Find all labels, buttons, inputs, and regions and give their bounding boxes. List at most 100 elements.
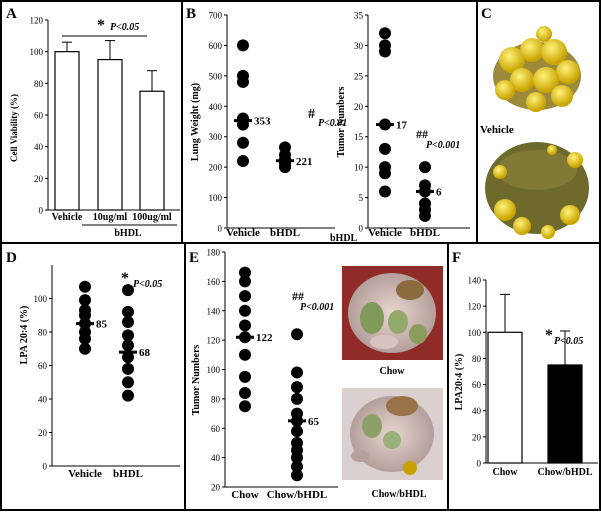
panel-e-photo-chow	[342, 266, 443, 360]
D-mean-label: 68	[139, 347, 151, 359]
E-mean-label: 122	[256, 332, 273, 344]
A-xtick-label: 100ug/ml	[132, 212, 172, 223]
panel-b-lung-p: P<0.01	[318, 118, 347, 129]
panel-f-sig-p: P<0.05	[554, 336, 583, 347]
D-mean-label: 85	[96, 319, 108, 331]
D-ytick-label: 80	[38, 328, 48, 338]
B2-ytick-label: 15	[354, 132, 364, 142]
B1-xtick-label: Vehicle	[226, 227, 260, 239]
D-point	[122, 351, 134, 364]
B1-point	[237, 136, 249, 149]
panel-e-photo-chow-label: Chow	[379, 366, 405, 377]
F-ytick-label: 20	[472, 432, 482, 442]
E-xtick-label: Chow/bHDL	[267, 489, 328, 501]
E-point	[291, 381, 303, 394]
E-point	[291, 328, 303, 341]
B1-ytick-label: 600	[209, 41, 223, 51]
D-point	[122, 315, 134, 328]
E-ytick-label: 160	[207, 277, 221, 287]
D-point	[122, 329, 134, 342]
D-point	[122, 284, 134, 297]
E-ytick-label: 20	[211, 483, 221, 493]
D-xtick-label: Vehicle	[68, 468, 102, 480]
A-bar	[54, 51, 80, 211]
B2-point	[419, 209, 431, 222]
E-point	[239, 348, 251, 361]
D-point	[79, 280, 91, 293]
F-ytick-label: 80	[472, 354, 482, 364]
panel-b-lung-chart: 0 100 200 300 400 500 600 700 Vehicle bHDL 353 221	[209, 11, 335, 239]
B2-ytick-label: 30	[354, 41, 364, 51]
F-bar	[487, 331, 523, 464]
B1-ytick-label: 400	[209, 102, 223, 112]
D-ytick-label: 0	[43, 462, 48, 472]
panel-b-tumor-chart: 0 5 10 15 20 25 30 35 Vehicle bHDL 17 6	[354, 11, 470, 239]
D-ytick-label: 100	[34, 294, 48, 304]
A-ytick-label: 120	[30, 16, 44, 26]
F-ytick-label: 100	[468, 328, 482, 338]
panel-b-lung-ylabel: Lung Weight (mg)	[190, 83, 201, 161]
panel-a-sig-star: *	[97, 17, 105, 34]
B2-point	[419, 161, 431, 174]
panel-e-chart: 20 40 60 80 100 120 140 160 180 Chow Chow/bHDL 122 6…	[207, 248, 338, 501]
E-ytick-label: 40	[211, 453, 221, 463]
E-point	[291, 469, 303, 482]
panel-letter-a: A	[6, 6, 17, 22]
E-ytick-label: 100	[207, 365, 221, 375]
A-ytick-label: 80	[34, 79, 44, 89]
E-ytick-label: 120	[207, 336, 221, 346]
F-ytick-label: 60	[472, 380, 482, 390]
panel-d-ylabel: LPA 20:4 (%)	[19, 306, 30, 365]
B2-point	[379, 142, 391, 155]
D-point	[79, 342, 91, 355]
panel-e-sig: ##	[292, 289, 304, 303]
E-point	[239, 304, 251, 317]
E-ytick-label: 180	[207, 248, 221, 258]
E-point	[291, 392, 303, 405]
D-xtick-label: bHDL	[113, 468, 143, 480]
panel-f-ylabel: LPA20:4 (%)	[454, 354, 465, 411]
panel-letter-f: F	[452, 250, 461, 266]
panel-letter-d: D	[6, 250, 17, 266]
E-point	[239, 370, 251, 383]
B2-mean-label: 6	[436, 186, 442, 198]
E-ytick-label: 80	[211, 394, 221, 404]
B1-point	[237, 75, 249, 88]
B2-ytick-label: 35	[354, 11, 364, 21]
panel-letter-c: C	[481, 6, 492, 22]
B1-ytick-label: 200	[209, 163, 223, 173]
E-point	[239, 266, 251, 279]
B1-ytick-label: 100	[209, 193, 223, 203]
A-ytick-label: 20	[34, 174, 44, 184]
A-xtick-label: Vehicle	[52, 212, 83, 223]
D-ytick-label: 20	[38, 428, 48, 438]
B2-ytick-label: 10	[354, 163, 364, 173]
B1-ytick-label: 500	[209, 71, 223, 81]
E-point	[291, 451, 303, 464]
E-point	[291, 366, 303, 379]
B1-ytick-label: 300	[209, 132, 223, 142]
B2-ytick-label: 20	[354, 102, 364, 112]
F-bar	[547, 364, 583, 464]
B2-xtick-label: bHDL	[410, 227, 440, 239]
panel-c-photo-vehicle-bottom	[479, 137, 596, 241]
panel-b-stray-label: bHDL	[330, 233, 358, 244]
F-ytick-label: 120	[468, 302, 482, 312]
F-xtick-label: Chow/bHDL	[537, 467, 592, 478]
B1-mean-label: 221	[296, 156, 313, 168]
panel-a-group-label: bHDL	[114, 228, 142, 239]
B1-mean-label: 353	[254, 116, 271, 128]
E-mean-label: 65	[308, 416, 320, 428]
A-ytick-label: 60	[34, 111, 44, 121]
B2-ytick-label: 25	[354, 71, 364, 81]
E-point	[291, 425, 303, 438]
E-point	[239, 387, 251, 399]
F-ytick-label: 40	[472, 406, 482, 416]
panel-a-sig-p: P<0.05	[110, 22, 139, 33]
B2-ytick-label: 5	[359, 193, 364, 203]
A-bar	[139, 90, 165, 211]
D-point	[122, 339, 134, 352]
D-point	[79, 309, 91, 322]
E-point	[239, 290, 251, 303]
